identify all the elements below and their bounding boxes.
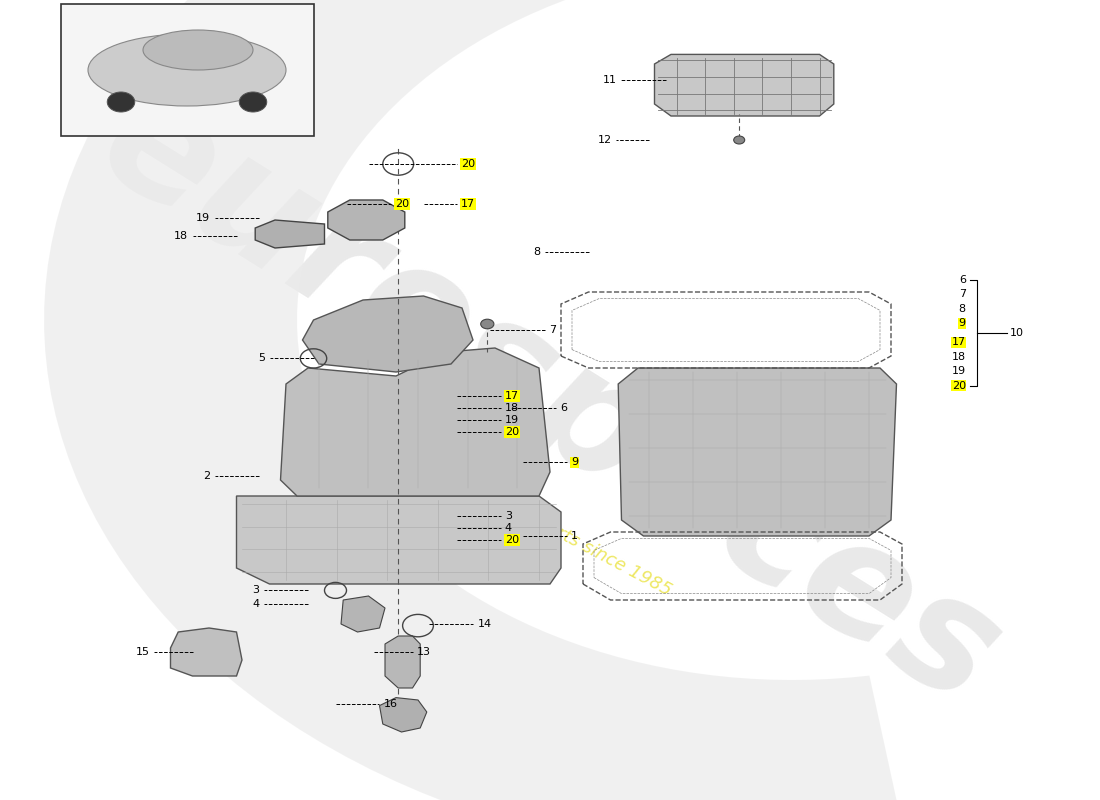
Text: 1: 1 [571, 531, 578, 541]
Text: 4: 4 [505, 523, 512, 533]
Text: 20: 20 [395, 199, 409, 209]
Text: 15: 15 [135, 647, 150, 657]
Polygon shape [341, 596, 385, 632]
Text: a passion for parts since 1985: a passion for parts since 1985 [426, 456, 674, 600]
Text: 2: 2 [204, 471, 210, 481]
Text: 18: 18 [952, 352, 966, 362]
Bar [60, 4, 314, 136]
Polygon shape [255, 220, 324, 248]
Polygon shape [170, 628, 242, 676]
Polygon shape [280, 348, 550, 496]
Ellipse shape [239, 92, 266, 112]
Text: 20: 20 [461, 159, 475, 169]
Circle shape [734, 136, 745, 144]
Text: 13: 13 [417, 647, 431, 657]
Text: 5: 5 [258, 354, 265, 363]
Circle shape [481, 319, 494, 329]
Text: 8: 8 [534, 247, 540, 257]
Text: 11: 11 [603, 75, 617, 85]
Text: 12: 12 [597, 135, 612, 145]
Text: 3: 3 [253, 586, 260, 595]
Text: 10: 10 [1010, 328, 1024, 338]
Text: 19: 19 [196, 214, 210, 223]
Polygon shape [618, 368, 896, 536]
Text: eurospeces: eurospeces [74, 62, 1026, 738]
Text: 17: 17 [461, 199, 475, 209]
Text: 18: 18 [505, 403, 519, 413]
Polygon shape [379, 698, 427, 732]
Text: 18: 18 [174, 231, 188, 241]
Text: 20: 20 [505, 535, 519, 545]
Text: 14: 14 [477, 619, 492, 629]
Text: 20: 20 [505, 427, 519, 437]
Text: 9: 9 [571, 458, 578, 467]
Text: 8: 8 [959, 304, 966, 314]
Polygon shape [328, 200, 405, 240]
Text: 19: 19 [505, 415, 519, 425]
Text: 7: 7 [959, 290, 966, 299]
Polygon shape [302, 296, 473, 372]
Polygon shape [385, 636, 420, 688]
Polygon shape [44, 0, 909, 800]
Text: 19: 19 [952, 366, 966, 376]
Polygon shape [236, 496, 561, 584]
Text: 3: 3 [505, 511, 512, 521]
Text: 20: 20 [952, 381, 966, 390]
Text: 17: 17 [505, 391, 519, 401]
Ellipse shape [143, 30, 253, 70]
Ellipse shape [88, 34, 286, 106]
Text: 17: 17 [952, 338, 966, 347]
Text: 16: 16 [384, 699, 398, 709]
Polygon shape [654, 54, 834, 116]
Text: 7: 7 [549, 325, 556, 334]
Ellipse shape [107, 92, 134, 112]
Text: 6: 6 [560, 403, 566, 413]
Text: 4: 4 [253, 599, 260, 609]
Text: 9: 9 [959, 318, 966, 328]
Text: 6: 6 [959, 275, 966, 285]
